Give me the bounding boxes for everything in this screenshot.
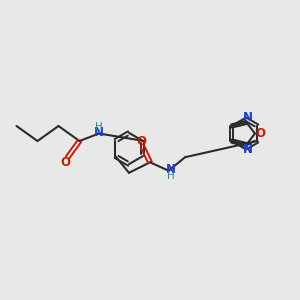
Text: O: O (136, 135, 146, 148)
Text: H: H (167, 171, 175, 181)
Text: N: N (166, 163, 176, 176)
Text: N: N (94, 126, 104, 140)
Text: N: N (243, 111, 253, 124)
Text: H: H (95, 122, 103, 132)
Text: O: O (60, 156, 70, 169)
Text: O: O (255, 127, 265, 140)
Text: N: N (243, 143, 253, 156)
